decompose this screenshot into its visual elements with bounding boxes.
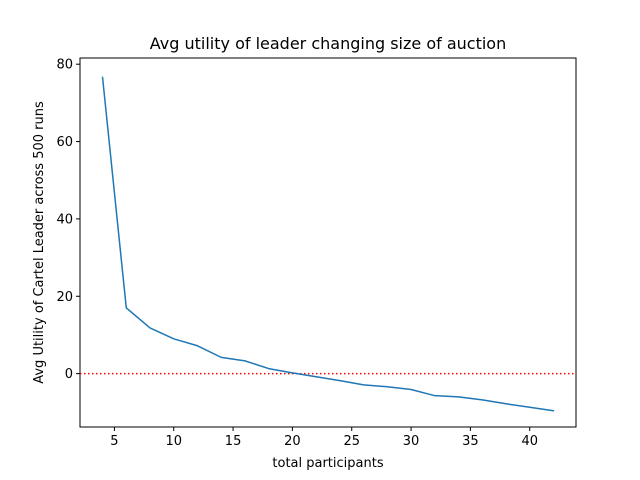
x-axis-label: total participants [272, 456, 383, 471]
series-layer [101, 76, 555, 412]
series-line-0 [101, 76, 555, 412]
x-tick-label: 10 [165, 434, 182, 449]
plot-area-frame [79, 57, 577, 428]
y-tick-label: 20 [56, 290, 73, 305]
x-tick-label: 35 [462, 434, 479, 449]
x-tick-label: 30 [403, 434, 420, 449]
x-tick-label: 40 [521, 434, 538, 449]
chart-title: Avg utility of leader changing size of a… [150, 34, 506, 53]
y-axis-ticks: 0 20 40 60 80 [56, 58, 80, 382]
x-tick-label: 25 [343, 434, 360, 449]
y-tick-label: 0 [65, 367, 73, 382]
x-tick-label: 20 [284, 434, 301, 449]
x-axis-ticks: 5 10 15 20 25 30 35 40 [110, 427, 538, 449]
y-tick-label: 60 [56, 135, 73, 150]
y-tick-label: 80 [56, 58, 73, 73]
x-tick-label: 5 [110, 434, 118, 449]
y-tick-label: 40 [56, 212, 73, 227]
y-axis-label: Avg Utility of Cartel Leader across 500 … [32, 101, 47, 384]
x-tick-label: 15 [225, 434, 242, 449]
